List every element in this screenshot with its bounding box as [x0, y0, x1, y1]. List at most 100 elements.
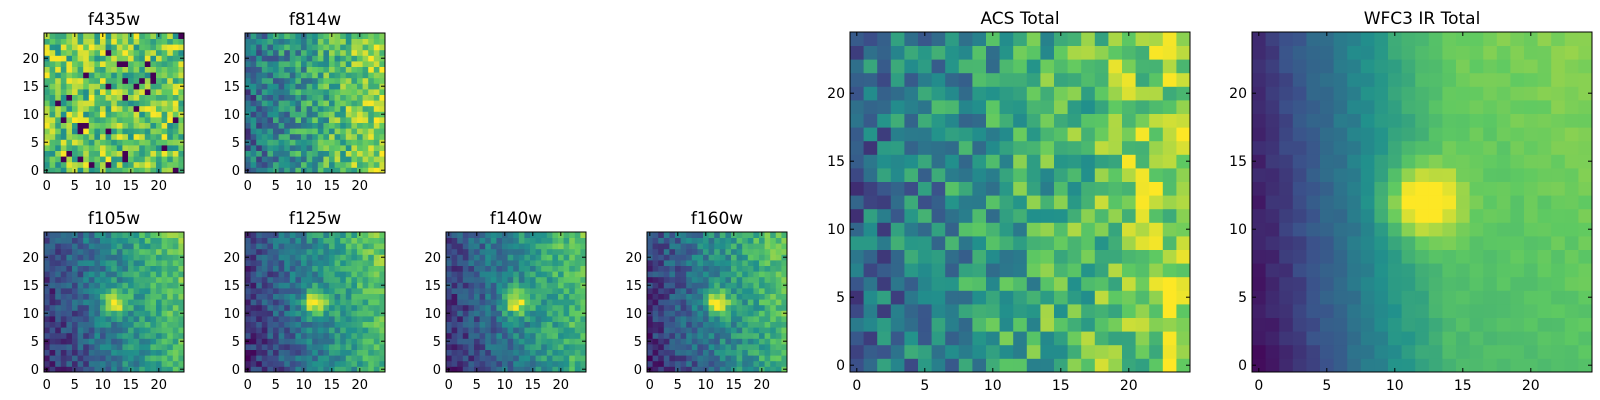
heatmap-cell	[150, 44, 157, 51]
heatmap-cell	[708, 293, 715, 300]
heatmap-cell	[83, 237, 90, 244]
heatmap-cell	[261, 332, 268, 339]
heatmap-cell	[362, 94, 369, 101]
heatmap-cell	[1013, 59, 1028, 74]
heatmap-cell	[468, 338, 475, 345]
heatmap-cell	[931, 331, 946, 346]
heatmap-cell	[574, 248, 581, 255]
heatmap-cell	[256, 161, 263, 168]
heatmap-cell	[323, 55, 330, 62]
heatmap-cell	[334, 360, 341, 367]
heatmap-cell	[289, 33, 296, 39]
heatmap-cell	[719, 366, 726, 373]
heatmap-cell	[329, 77, 335, 84]
heatmap-cell	[1537, 195, 1552, 210]
heatmap-cell	[111, 310, 118, 317]
heatmap-cell	[312, 77, 319, 84]
heatmap-cell	[1094, 249, 1109, 264]
heatmap-cell	[289, 243, 296, 250]
heatmap-cell	[94, 265, 101, 272]
heatmap-cell	[1149, 154, 1164, 169]
heatmap-cell	[323, 83, 330, 90]
heatmap-cell	[278, 55, 285, 62]
heatmap-cell	[150, 38, 157, 45]
heatmap-cell	[904, 154, 919, 169]
heatmap-cell	[357, 145, 363, 151]
heatmap-cell	[357, 72, 363, 79]
heatmap-cell	[357, 139, 363, 146]
heatmap-cell	[850, 208, 864, 223]
heatmap-cell	[1252, 154, 1266, 169]
heatmap-cell	[1374, 317, 1389, 332]
heatmap-cell	[362, 327, 369, 334]
heatmap-cell	[178, 237, 185, 244]
heatmap-cell	[775, 271, 782, 278]
heatmap-cell	[451, 349, 458, 356]
heatmap-cell	[83, 167, 90, 174]
heatmap-cell	[323, 321, 330, 328]
heatmap-cell	[1040, 331, 1055, 346]
heatmap-cell	[317, 66, 324, 73]
heatmap-cell	[558, 344, 564, 350]
heatmap-cell	[877, 249, 892, 264]
heatmap-cell	[958, 195, 973, 210]
heatmap-cell	[379, 89, 386, 95]
heatmap-cell	[580, 332, 587, 339]
heatmap-cell	[1013, 276, 1028, 291]
heatmap-cell	[55, 282, 62, 289]
heatmap-cell	[462, 332, 469, 339]
heatmap-cell	[105, 271, 112, 278]
heatmap-cell	[496, 310, 503, 317]
heatmap-cell	[1537, 358, 1552, 373]
heatmap-cell	[245, 77, 251, 84]
heatmap-cell	[652, 288, 659, 294]
heatmap-cell	[546, 366, 553, 373]
heatmap-cell	[1388, 181, 1402, 196]
heatmap-cell	[273, 265, 279, 272]
heatmap-cell	[697, 310, 704, 317]
heatmap-cell	[144, 117, 151, 123]
heatmap-cell	[278, 33, 285, 39]
heatmap-cell	[351, 100, 358, 107]
heatmap-cell	[250, 310, 257, 317]
heatmap-cell	[172, 327, 179, 334]
heatmap-cell	[116, 282, 123, 289]
heatmap-cell	[1149, 236, 1164, 250]
heatmap-cell	[284, 248, 291, 255]
heatmap-cell	[747, 276, 754, 283]
heatmap-cell	[312, 304, 319, 311]
heatmap-cell	[719, 304, 726, 311]
heatmap-cell	[289, 232, 296, 238]
heatmap-cell	[691, 260, 698, 266]
heatmap-cell	[362, 366, 369, 373]
heatmap-cell	[139, 243, 146, 250]
heatmap-cell	[55, 366, 62, 373]
heatmap-cell	[261, 243, 268, 250]
heatmap-cell	[485, 254, 492, 261]
heatmap-cell	[116, 156, 123, 163]
heatmap-cell	[513, 293, 520, 300]
heatmap-cell	[714, 293, 721, 300]
heatmap-cell	[890, 86, 905, 101]
heatmap-cell	[94, 360, 101, 367]
panel-title: ACS Total	[980, 9, 1059, 29]
x-tick-label: 20	[151, 378, 168, 393]
heatmap-cell	[558, 310, 564, 317]
heatmap-cell	[468, 310, 475, 317]
heatmap-cell	[580, 243, 587, 250]
heatmap-cell	[1483, 358, 1498, 373]
heatmap-cell	[373, 77, 380, 84]
heatmap-cell	[1252, 317, 1266, 332]
heatmap-cell	[284, 265, 291, 272]
heatmap-cell	[474, 332, 480, 339]
heatmap-cell	[94, 332, 101, 339]
heatmap-cell	[66, 344, 73, 350]
heatmap-cell	[83, 55, 90, 62]
heatmap-cell	[345, 105, 352, 112]
heatmap-cell	[351, 161, 358, 168]
heatmap-cell	[931, 249, 946, 264]
heatmap-cell	[725, 254, 732, 261]
heatmap-cell	[122, 161, 129, 168]
heatmap-cell	[105, 282, 112, 289]
heatmap-cell	[1026, 100, 1041, 114]
